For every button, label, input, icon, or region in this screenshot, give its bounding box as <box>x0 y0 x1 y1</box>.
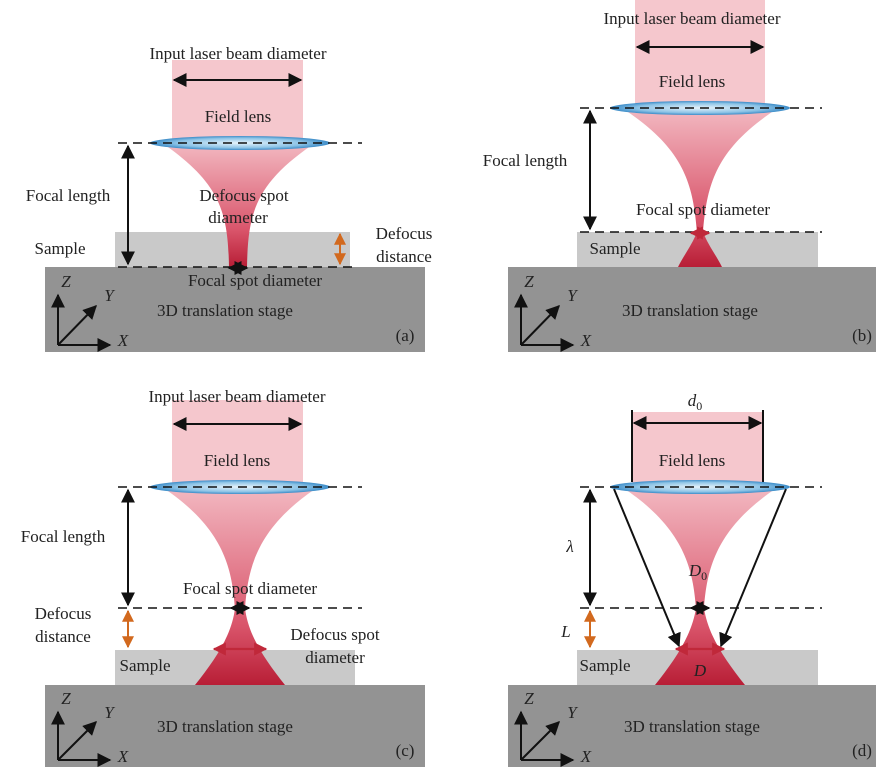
label: Defocus spot <box>290 625 380 644</box>
label: Field lens <box>204 451 271 470</box>
label: Sample <box>580 656 631 675</box>
axis-letter: Y <box>567 703 578 722</box>
label: diameter <box>208 208 268 227</box>
label: Focal length <box>483 151 568 170</box>
axis-letter: X <box>580 331 592 350</box>
label: Input laser beam diameter <box>148 387 325 406</box>
figure: Input laser beam diameter Field lens Foc… <box>0 0 876 767</box>
label: Sample <box>35 239 86 258</box>
label: Field lens <box>659 451 726 470</box>
label: Sample <box>120 656 171 675</box>
symbol: L <box>560 622 570 641</box>
axis-letter: Z <box>524 689 534 708</box>
panel-b: Input laser beam diameter Field lens Foc… <box>483 0 876 352</box>
axis-letter: Z <box>61 272 71 291</box>
label: Focal spot diameter <box>183 579 317 598</box>
label: Focal length <box>26 186 111 205</box>
label: 3D translation stage <box>624 717 760 736</box>
panel-tag: (c) <box>396 741 415 760</box>
label: Defocus <box>35 604 92 623</box>
axis-letter: X <box>117 747 129 766</box>
label: 3D translation stage <box>157 717 293 736</box>
panel-a: Input laser beam diameter Field lens Foc… <box>26 44 433 352</box>
label: Focal length <box>21 527 106 546</box>
label: 3D translation stage <box>157 301 293 320</box>
label: Focal spot diameter <box>636 200 770 219</box>
symbol: D <box>688 561 702 580</box>
label: Focal spot diameter <box>188 271 322 290</box>
label: Sample <box>590 239 641 258</box>
input-beam <box>172 60 303 142</box>
input-beam <box>172 400 303 486</box>
symbol: λ <box>565 537 573 556</box>
panel-c: Input laser beam diameter Field lens Foc… <box>21 387 425 767</box>
panel-d: d0 Field lens λ D0 L Sample D 3D transla… <box>508 391 876 767</box>
axis-letter: Y <box>567 286 578 305</box>
axis-letter: Y <box>104 703 115 722</box>
label: Input laser beam diameter <box>149 44 326 63</box>
panel-tag: (b) <box>852 326 872 345</box>
label: distance <box>35 627 91 646</box>
label: diameter <box>305 648 365 667</box>
symbol: d0 <box>688 391 703 413</box>
label: Field lens <box>659 72 726 91</box>
label: Defocus <box>376 224 433 243</box>
panel-tag: (a) <box>396 326 415 345</box>
label: Field lens <box>205 107 272 126</box>
panel-tag: (d) <box>852 741 872 760</box>
subscript: 0 <box>701 569 707 583</box>
label: Defocus spot <box>199 186 289 205</box>
subscript: 0 <box>696 399 702 413</box>
axis-letter: X <box>117 331 129 350</box>
axis-letter: Z <box>61 689 71 708</box>
symbol: D <box>693 661 707 680</box>
label: 3D translation stage <box>622 301 758 320</box>
axis-letter: Y <box>104 286 115 305</box>
axis-letter: X <box>580 747 592 766</box>
axis-letter: Z <box>524 272 534 291</box>
label: Input laser beam diameter <box>603 9 780 28</box>
label: distance <box>376 247 432 266</box>
